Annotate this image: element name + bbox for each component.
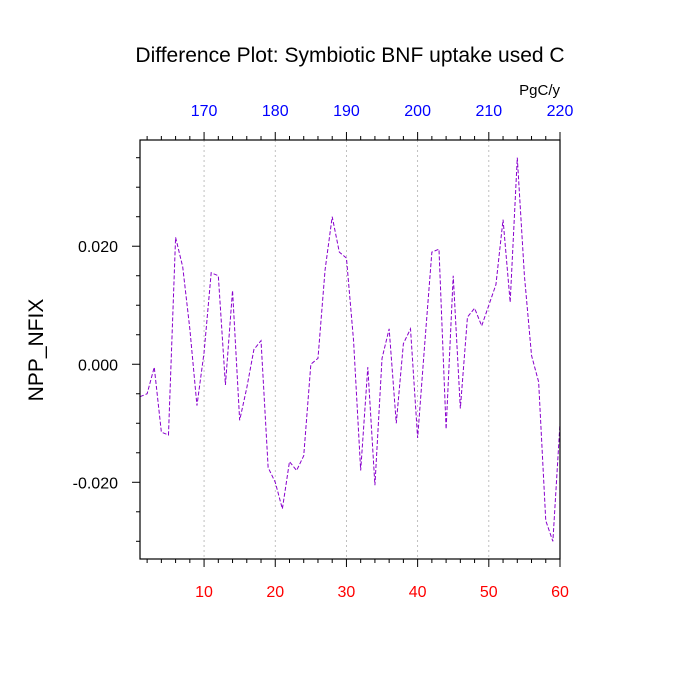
chart-title: Difference Plot: Symbiotic BNF uptake us… xyxy=(135,44,564,67)
top-axis-unit: PgC/y xyxy=(519,82,560,99)
y-tick-label: -0.020 xyxy=(73,475,118,492)
top-tick-label: 190 xyxy=(333,103,360,120)
x-tick-label: 40 xyxy=(409,584,427,601)
x-tick-label: 60 xyxy=(551,584,569,601)
y-axis-label: NPP_NFIX xyxy=(25,299,48,402)
series-line xyxy=(139,157,561,542)
plot-frame xyxy=(139,139,561,560)
y-tick-label: 0.020 xyxy=(78,239,118,256)
x-tick-label: 10 xyxy=(195,584,213,601)
top-tick-label: 210 xyxy=(475,103,502,120)
x-tick-label: 30 xyxy=(338,584,356,601)
top-tick-label: 170 xyxy=(191,103,218,120)
y-tick-label: 0.000 xyxy=(78,357,118,374)
top-tick-label: 180 xyxy=(262,103,289,120)
grid-lines xyxy=(203,140,490,559)
top-tick-label: 220 xyxy=(547,103,574,120)
axis-ticks xyxy=(132,132,561,567)
top-tick-label: 200 xyxy=(404,103,431,120)
tick-labels: 10 20 30 40 50 60 170 180 190 200 210 220 0.020 0.000… xyxy=(73,103,574,601)
x-tick-label: 20 xyxy=(266,584,284,601)
x-tick-label: 50 xyxy=(480,584,498,601)
